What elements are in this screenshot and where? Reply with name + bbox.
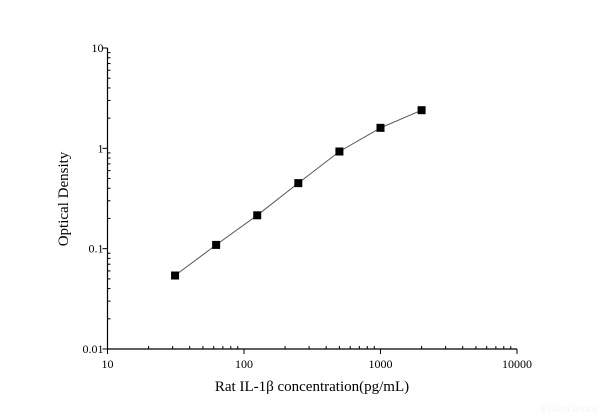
data-point (253, 211, 262, 220)
data-point (212, 240, 221, 249)
data-point (294, 179, 303, 188)
y-tick-label: 0.1 (89, 242, 104, 256)
data-point (417, 106, 426, 115)
x-tick-label: 1000 (369, 357, 393, 371)
y-axis-label: Optical Density (56, 151, 72, 246)
y-tick-label: 0.01 (83, 342, 104, 356)
x-tick-label: 10000 (502, 357, 532, 371)
data-point (376, 123, 385, 132)
x-tick-label: 10 (102, 357, 114, 371)
x-tick-label: 100 (235, 357, 253, 371)
data-point (171, 271, 180, 280)
series-line (174, 109, 422, 276)
data-point (335, 147, 344, 156)
watermark: Elabscience (541, 401, 598, 415)
y-tick-label: 10 (92, 41, 104, 55)
y-tick-label: 1 (98, 141, 104, 155)
x-axis-label: Rat IL-1β concentration(pg/mL) (215, 379, 409, 395)
